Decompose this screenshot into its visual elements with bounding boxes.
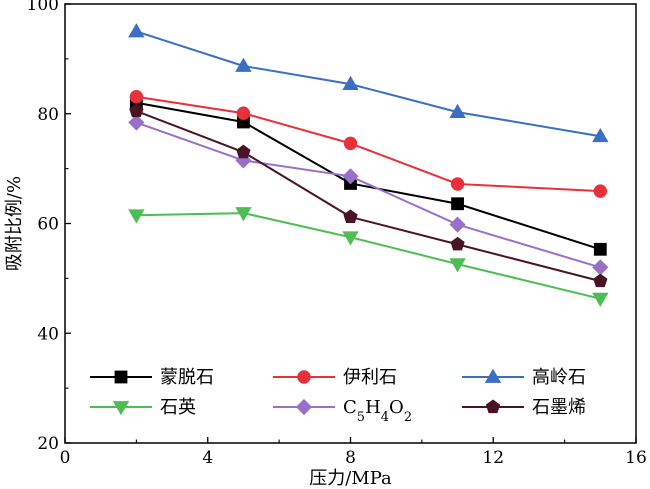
- data-point: [343, 209, 358, 223]
- data-point: [592, 127, 609, 143]
- data-point: [450, 177, 465, 191]
- series-layer: [128, 23, 609, 307]
- axis-ticks: 0 4 8 12 16 20 40 60 80 100: [27, 0, 647, 468]
- series-1: [129, 96, 607, 256]
- legend-marker: [485, 399, 501, 414]
- y-tick-label: 40: [37, 324, 59, 344]
- legend-label: C5H4O2: [343, 397, 412, 425]
- y-tick-label: 100: [27, 0, 59, 15]
- data-point: [450, 236, 465, 251]
- data-point: [235, 57, 252, 72]
- data-point: [342, 75, 359, 91]
- legend-item: 伊利石: [273, 367, 397, 388]
- x-axis-label: 压力/MPa: [309, 468, 392, 489]
- series-line: [136, 110, 601, 283]
- x-tick-label: 8: [345, 448, 356, 468]
- legend-item: 石英: [90, 397, 196, 418]
- series-line: [136, 95, 601, 193]
- legend-marker: [112, 401, 130, 416]
- data-point: [593, 184, 608, 198]
- data-point: [593, 242, 607, 256]
- data-point: [128, 23, 145, 38]
- data-point: [449, 216, 466, 233]
- data-point: [236, 144, 251, 159]
- series-5: [128, 114, 609, 276]
- legend-marker: [484, 368, 502, 383]
- x-tick-label: 16: [625, 448, 647, 468]
- x-tick-label: 12: [482, 448, 504, 468]
- data-point: [129, 103, 144, 118]
- legend-item: C5H4O2: [273, 397, 412, 425]
- series-6: [129, 103, 608, 288]
- legend-item: 高岭石: [462, 367, 586, 388]
- legend-item: 蒙脱石: [90, 367, 214, 388]
- data-point: [593, 273, 608, 288]
- series-4: [128, 207, 609, 307]
- legend-label: 高岭石: [532, 367, 586, 388]
- x-tick-label: 0: [60, 448, 71, 468]
- data-point: [235, 207, 252, 222]
- data-point: [129, 90, 144, 104]
- data-point: [342, 231, 359, 246]
- series-2: [129, 90, 608, 198]
- y-axis-label: 吸附比例/%: [4, 176, 25, 271]
- y-tick-label: 20: [37, 434, 59, 454]
- data-point: [128, 114, 145, 131]
- series-line: [136, 212, 601, 300]
- legend-item: 石墨烯: [462, 397, 586, 418]
- legend-label: 石英: [160, 397, 196, 418]
- series-3: [128, 23, 609, 143]
- data-point: [236, 106, 251, 120]
- data-point: [451, 197, 464, 211]
- data-point: [343, 136, 358, 151]
- legend-label: 伊利石: [343, 367, 397, 388]
- data-point: [449, 258, 466, 273]
- legend-marker: [297, 370, 311, 384]
- data-point: [449, 103, 466, 119]
- y-tick-label: 60: [37, 215, 59, 235]
- data-point: [342, 168, 359, 185]
- data-point: [592, 292, 609, 307]
- legend-marker: [114, 370, 128, 384]
- data-point: [592, 259, 609, 276]
- legend-marker: [295, 398, 313, 416]
- legend-label: 石墨烯: [532, 397, 586, 418]
- data-point: [128, 209, 145, 224]
- x-tick-label: 4: [202, 448, 213, 468]
- legend-label: 蒙脱石: [160, 367, 214, 388]
- y-tick-label: 80: [37, 105, 59, 125]
- series-line: [136, 121, 601, 269]
- series-line: [136, 30, 601, 138]
